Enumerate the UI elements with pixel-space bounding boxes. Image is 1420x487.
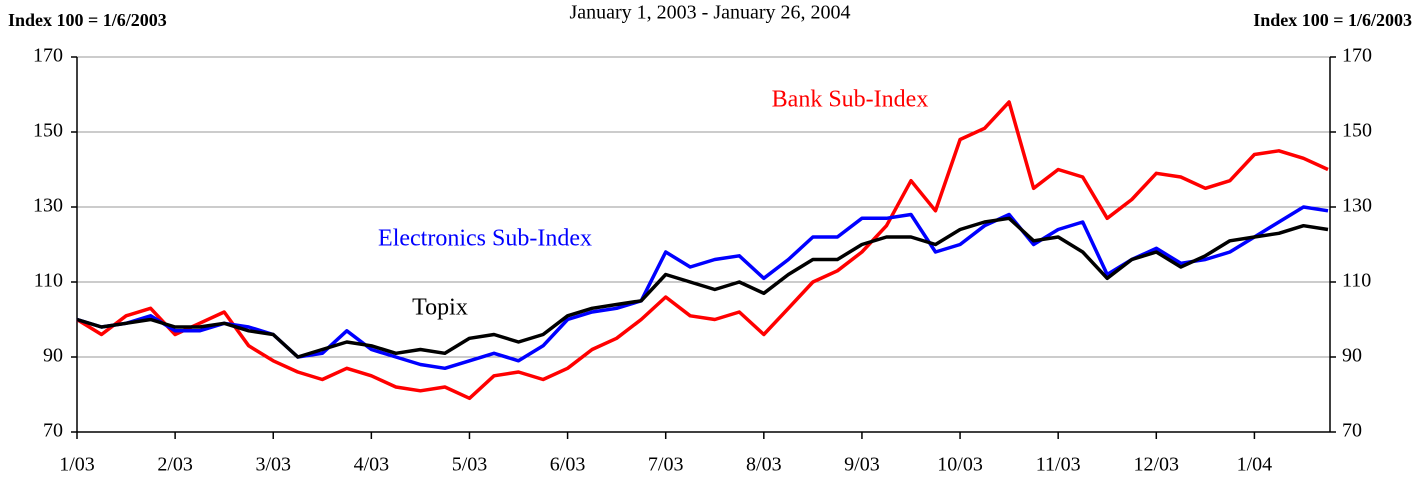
x-tick-label: 11/03 <box>1036 454 1081 476</box>
y2-tick-label: 110 <box>1342 270 1371 292</box>
x-tick-label: 1/04 <box>1237 454 1273 476</box>
series-line <box>76 100 1329 401</box>
x-tick-label: 2/03 <box>157 454 193 476</box>
series-label: Topix <box>412 295 468 321</box>
series-line <box>76 205 1329 371</box>
y-axis-label: Index 100 = 1/6/2003 <box>8 10 167 30</box>
x-tick-label: 8/03 <box>746 454 782 476</box>
y2-tick-label: 130 <box>1342 195 1372 217</box>
y-tick-label: 110 <box>34 270 63 292</box>
series-label: Bank Sub-Index <box>772 87 929 113</box>
y-tick-label: 90 <box>43 345 63 367</box>
x-tick-label: 3/03 <box>255 454 291 476</box>
y2-tick-label: 70 <box>1342 420 1362 442</box>
x-tick-label: 6/03 <box>550 454 586 476</box>
y2-tick-label: 150 <box>1342 120 1372 142</box>
series-line <box>76 216 1329 359</box>
y-tick-label: 130 <box>33 195 63 217</box>
x-tick-label: 10/03 <box>937 454 983 476</box>
x-tick-label: 12/03 <box>1134 454 1180 476</box>
x-tick-label: 7/03 <box>648 454 684 476</box>
chart-title: January 1, 2003 - January 26, 2004 <box>569 2 850 24</box>
y2-tick-label: 90 <box>1342 345 1362 367</box>
y-tick-label: 70 <box>43 420 63 442</box>
series-label: Electronics Sub-Index <box>378 226 592 252</box>
x-tick-label: 5/03 <box>452 454 488 476</box>
y-tick-label: 150 <box>33 120 63 142</box>
x-tick-label: 1/03 <box>59 454 95 476</box>
x-tick-label: 4/03 <box>354 454 390 476</box>
y-tick-label: 170 <box>33 45 63 67</box>
y2-axis-label: Index 100 = 1/6/2003 <box>1253 10 1412 30</box>
y2-tick-label: 170 <box>1342 45 1372 67</box>
x-tick-label: 9/03 <box>844 454 880 476</box>
